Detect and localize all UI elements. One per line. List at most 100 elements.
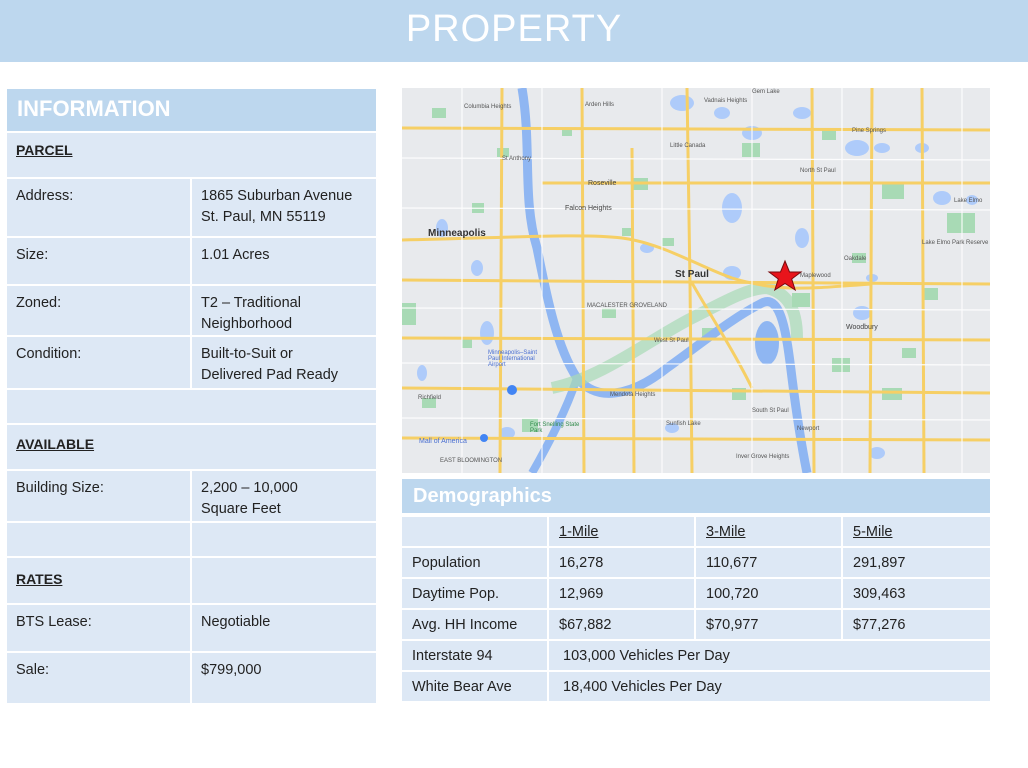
row-value: 110,677: [696, 548, 843, 577]
map-label-newport: Newport: [797, 426, 820, 432]
title-banner: PROPERTY: [0, 0, 1028, 62]
table-row: Population 16,278 110,677 291,897: [402, 548, 990, 579]
building-size-row: Building Size: 2,200 – 10,000 Square Fee…: [7, 471, 376, 523]
map-label-inver-grove: Inver Grove Heights: [736, 454, 790, 460]
map-label-richfield: Richfield: [418, 395, 442, 401]
spacer-row-2: [7, 523, 376, 558]
map-label-mendota-heights: Mendota Heights: [610, 392, 656, 398]
row-value: $70,977: [696, 610, 843, 639]
size-row: Size: 1.01 Acres: [7, 238, 376, 286]
map-label-mall-of-america: Mall of America: [419, 438, 467, 445]
map-label-gem-lake: Gem Lake: [752, 89, 780, 95]
traffic-row: Interstate 94 103,000 Vehicles Per Day: [402, 641, 990, 672]
map-label-oakdale: Oakdale: [844, 256, 867, 262]
park-areas: [402, 108, 975, 432]
spacer-row: [7, 390, 376, 425]
row-label: Avg. HH Income: [402, 610, 549, 639]
map-label-vadnais-heights: Vadnais Heights: [704, 98, 748, 104]
zoned-line1: T2 – Traditional: [201, 295, 301, 311]
column-1-mile: 1-Mile: [549, 517, 696, 546]
demographics-heading: Demographics: [402, 479, 990, 517]
information-heading: INFORMATION: [7, 89, 376, 133]
map-label-north-st-paul: North St Paul: [800, 168, 836, 174]
row-value: 291,897: [853, 555, 906, 571]
rates-section-row: RATES: [7, 558, 376, 605]
map-label-west-st-paul: West St Paul: [654, 338, 689, 344]
row-value: $77,276: [853, 617, 906, 633]
sale-row: Sale: $799,000: [7, 653, 376, 703]
map-label-minneapolis: Minneapolis: [428, 228, 486, 239]
map-label-pine-springs: Pine Springs: [852, 128, 887, 134]
map-label-lake-elmo-park: Lake Elmo Park Reserve: [922, 240, 989, 246]
map-label-columbia-heights: Columbia Heights: [464, 104, 512, 110]
map-label-macalester: MACALESTER GROVELAND: [587, 303, 668, 309]
address-line1: 1865 Suburban Avenue: [201, 188, 353, 204]
map-label-arden-hills: Arden Hills: [585, 102, 615, 108]
rates-label: RATES: [16, 571, 63, 587]
traffic-row: White Bear Ave 18,400 Vehicles Per Day: [402, 672, 990, 703]
map-label-little-canada: Little Canada: [670, 143, 706, 149]
condition-line2: Delivered Pad Ready: [201, 367, 339, 383]
sale-label: Sale:: [7, 653, 192, 703]
row-label: Population: [402, 548, 549, 577]
map-graphic: [402, 88, 990, 473]
parcel-label: PARCEL: [16, 142, 73, 158]
column-3-mile: 3-Mile: [696, 517, 843, 546]
mall-icon: [480, 434, 488, 442]
map-label-south-st-paul: South St Paul: [752, 408, 789, 414]
condition-label: Condition:: [7, 337, 192, 388]
condition-row: Condition: Built-to-Suit or Delivered Pa…: [7, 337, 376, 390]
highways: [402, 88, 990, 473]
location-map[interactable]: Minneapolis St Paul Roseville Falcon Hei…: [402, 88, 990, 473]
demographics-header-row: 1-Mile 3-Mile 5-Mile: [402, 517, 990, 548]
condition-line1: Built-to-Suit or: [201, 346, 293, 362]
map-label-sunfish-lake: Sunfish Lake: [666, 421, 701, 427]
row-value: $67,882: [549, 610, 696, 639]
row-value: 100,720: [696, 579, 843, 608]
local-roads: [402, 88, 990, 473]
map-label-maplewood: Maplewood: [800, 273, 831, 279]
mississippi-river: [517, 88, 812, 473]
demographics-table: Demographics 1-Mile 3-Mile 5-Mile Popula…: [402, 479, 990, 703]
available-section-row: AVAILABLE: [7, 425, 376, 471]
property-marker-star-icon: [767, 259, 803, 292]
traffic-value: 103,000 Vehicles Per Day: [563, 648, 730, 664]
row-label: Daytime Pop.: [402, 579, 549, 608]
address-label: Address:: [7, 179, 192, 236]
zoned-label: Zoned:: [7, 286, 192, 335]
traffic-value: 18,400 Vehicles Per Day: [563, 679, 722, 695]
page-title: PROPERTY: [405, 8, 623, 50]
address-row: Address: 1865 Suburban Avenue St. Paul, …: [7, 179, 376, 238]
available-label: AVAILABLE: [16, 436, 95, 452]
zoned-line2: Neighborhood: [201, 316, 293, 332]
zoned-row: Zoned: T2 – Traditional Neighborhood: [7, 286, 376, 337]
row-value: 309,463: [853, 586, 906, 602]
size-value: 1.01 Acres: [201, 247, 270, 263]
information-table: INFORMATION PARCEL Address: 1865 Suburba…: [7, 89, 376, 703]
map-label-st-paul: St Paul: [675, 269, 709, 280]
traffic-label: Interstate 94: [402, 641, 549, 670]
bts-lease-value: Negotiable: [201, 614, 271, 630]
sale-value: $799,000: [201, 662, 262, 678]
map-label-woodbury: Woodbury: [846, 324, 878, 331]
building-size-line2: Square Feet: [201, 501, 281, 517]
map-label-airport: Minneapolis–Saint Paul International Air…: [488, 350, 538, 368]
column-5-mile: 5-Mile: [853, 524, 893, 540]
map-label-falcon-heights: Falcon Heights: [565, 205, 612, 212]
building-size-line1: 2,200 – 10,000: [201, 480, 298, 496]
bts-lease-row: BTS Lease: Negotiable: [7, 605, 376, 653]
map-label-fort-snelling: Fort Snelling State Park: [530, 422, 580, 434]
map-label-st-anthony: St Anthony: [502, 156, 532, 162]
address-line2: St. Paul, MN 55119: [201, 209, 326, 225]
row-value: 12,969: [549, 579, 696, 608]
map-label-roseville: Roseville: [588, 180, 617, 187]
table-row: Daytime Pop. 12,969 100,720 309,463: [402, 579, 990, 610]
row-value: 16,278: [549, 548, 696, 577]
map-label-lake-elmo: Lake Elmo: [954, 198, 983, 204]
table-row: Avg. HH Income $67,882 $70,977 $77,276: [402, 610, 990, 641]
size-label: Size:: [7, 238, 192, 284]
parcel-section-row: PARCEL: [7, 133, 376, 179]
building-size-label: Building Size:: [7, 471, 192, 521]
traffic-label: White Bear Ave: [402, 672, 549, 701]
bts-lease-label: BTS Lease:: [7, 605, 192, 651]
